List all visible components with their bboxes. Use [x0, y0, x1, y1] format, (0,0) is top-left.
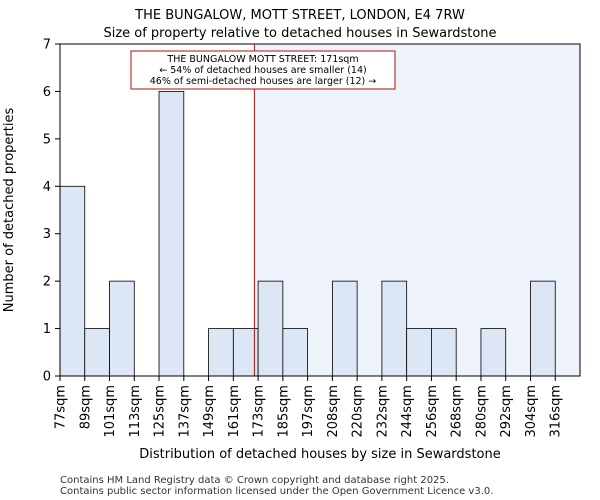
footer-line-1: Contains HM Land Registry data © Crown c…	[60, 475, 449, 486]
bar-125sqm	[158, 91, 185, 377]
x-axis-label: Distribution of detached houses by size …	[139, 447, 501, 462]
annotation-box: THE BUNGALOW MOTT STREET: 171sqm ← 54% o…	[130, 50, 396, 90]
y-axis: 0 1 2 3 4 5 6 7	[43, 38, 60, 385]
bar-149sqm	[208, 328, 234, 377]
x-tick-label: 256sqm	[425, 385, 440, 438]
y-tick-label: 4	[43, 180, 51, 195]
x-tick-label: 232sqm	[375, 385, 390, 438]
x-tick-label: 137sqm	[177, 385, 192, 438]
y-axis-label: Number of detached properties	[2, 108, 17, 313]
bar-185sqm	[282, 328, 309, 377]
x-tick-label: 208sqm	[326, 385, 341, 438]
x-tick-label: 292sqm	[499, 385, 514, 438]
x-tick-label: 268sqm	[450, 385, 465, 438]
annotation-line-1: THE BUNGALOW MOTT STREET: 171sqm	[166, 54, 358, 65]
x-axis: 77sqm 89sqm 101sqm 113sqm 125sqm 137sqm 149sqm…	[54, 376, 564, 438]
x-tick-label: 77sqm	[54, 385, 69, 429]
x-tick-label: 161sqm	[227, 385, 242, 438]
bar-244sqm	[406, 328, 432, 377]
x-tick-label: 125sqm	[153, 385, 168, 438]
x-tick-label: 149sqm	[202, 385, 217, 438]
bar-232sqm	[381, 280, 408, 377]
x-tick-label: 173sqm	[252, 385, 267, 438]
bar-173sqm	[257, 280, 284, 377]
y-tick-label: 7	[43, 38, 51, 53]
x-tick-label: 89sqm	[78, 385, 93, 429]
x-tick-label: 220sqm	[351, 385, 366, 438]
x-tick-label: 185sqm	[276, 385, 291, 438]
x-tick-label: 101sqm	[103, 385, 118, 438]
bar-89sqm	[84, 328, 110, 377]
chart-title: THE BUNGALOW, MOTT STREET, LONDON, E4 7R…	[134, 8, 465, 23]
x-tick-label: 316sqm	[549, 385, 564, 438]
chart-subtitle: Size of property relative to detached ho…	[103, 26, 496, 41]
x-tick-label: 113sqm	[128, 385, 143, 438]
bar-77sqm	[59, 185, 86, 377]
bar-280sqm	[480, 328, 507, 377]
y-tick-label: 2	[43, 275, 51, 290]
x-tick-label: 280sqm	[474, 385, 489, 438]
x-tick-label: 244sqm	[400, 385, 415, 438]
highlight-region	[254, 44, 580, 376]
footer-line-2: Contains public sector information licen…	[60, 486, 493, 497]
bar-208sqm	[331, 280, 358, 377]
y-tick-label: 0	[43, 370, 51, 385]
annotation-line-2: ← 54% of detached houses are smaller (14…	[159, 65, 366, 76]
bars-group	[59, 91, 556, 377]
x-tick-label: 304sqm	[524, 385, 539, 438]
y-tick-label: 3	[43, 227, 51, 242]
y-tick-label: 1	[43, 322, 51, 337]
plot-frame	[59, 43, 581, 377]
bar-304sqm	[530, 280, 556, 377]
bar-101sqm	[109, 280, 135, 377]
bar-256sqm	[431, 328, 457, 377]
annotation-line-3: 46% of semi-detached houses are larger (…	[150, 76, 377, 87]
x-tick-label: 197sqm	[301, 385, 316, 438]
y-tick-label: 6	[43, 85, 51, 100]
y-tick-label: 5	[43, 132, 51, 147]
